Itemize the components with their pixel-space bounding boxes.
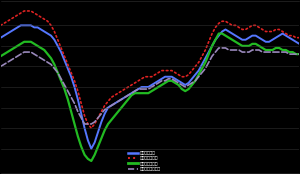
大企業製造業 (96, 131, 100, 133)
中小企業製造業 (0, 55, 2, 57)
中小企業非製造業 (83, 123, 86, 125)
大企業非製造業 (214, 26, 217, 29)
中小企業製造業 (210, 45, 214, 47)
中小企業製造業 (298, 53, 300, 55)
中小企業製造業 (217, 33, 220, 35)
Line: 中小企業非製造業: 中小企業非製造業 (1, 48, 299, 124)
大企業非製造業 (0, 24, 2, 26)
大企業製造業 (0, 37, 2, 39)
大企業非製造業 (22, 10, 26, 12)
Line: 中小企業製造業: 中小企業製造業 (1, 34, 299, 161)
大企業非製造業 (298, 37, 300, 39)
Legend: 大企業製造業, 大企業非製造業, 中小企業製造業, 中小企業非製造業: 大企業製造業, 大企業非製造業, 中小企業製造業, 中小企業非製造業 (128, 151, 161, 171)
大企業製造業 (214, 39, 217, 41)
中小企業非製造業 (261, 51, 264, 53)
大企業製造業 (254, 35, 257, 37)
中小企業製造業 (261, 47, 264, 49)
中小企業製造業 (89, 160, 93, 162)
大企業非製造業 (96, 117, 100, 119)
中小企業製造業 (254, 43, 257, 45)
大企業製造業 (43, 30, 46, 33)
中小企業製造業 (291, 51, 294, 53)
大企業製造業 (291, 39, 294, 41)
中小企業非製造業 (298, 53, 300, 55)
中小企業非製造業 (254, 49, 257, 51)
大企業製造業 (298, 43, 300, 45)
中小企業非製造業 (217, 47, 220, 49)
中小企業非製造業 (0, 65, 2, 68)
Line: 大企業製造業: 大企業製造業 (1, 25, 299, 149)
中小企業製造業 (93, 154, 96, 156)
中小企業非製造業 (291, 53, 294, 55)
中小企業非製造業 (210, 55, 214, 57)
大企業製造業 (261, 39, 264, 41)
大企業非製造業 (291, 35, 294, 37)
大企業製造業 (89, 148, 93, 150)
中小企業非製造業 (93, 121, 96, 123)
中小企業製造業 (39, 47, 43, 49)
中小企業非製造業 (39, 57, 43, 59)
大企業非製造業 (261, 28, 264, 30)
大企業非製造業 (43, 18, 46, 20)
大企業非製造業 (89, 127, 93, 129)
大企業製造業 (19, 24, 22, 26)
大企業非製造業 (254, 24, 257, 26)
Line: 大企業非製造業: 大企業非製造業 (1, 11, 299, 128)
